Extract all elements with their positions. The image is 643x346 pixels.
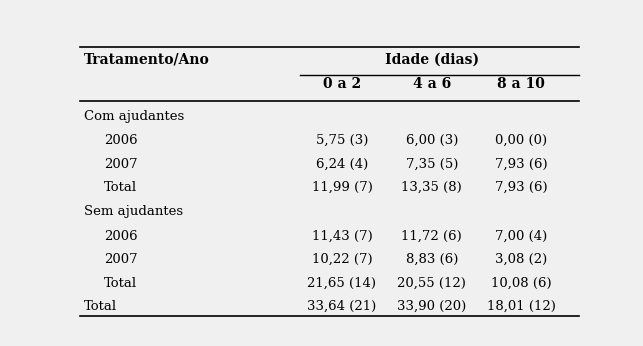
- Text: 21,65 (14): 21,65 (14): [307, 277, 377, 290]
- Text: 7,35 (5): 7,35 (5): [406, 157, 458, 171]
- Text: 7,93 (6): 7,93 (6): [495, 157, 548, 171]
- Text: 10,08 (6): 10,08 (6): [491, 277, 552, 290]
- Text: 5,75 (3): 5,75 (3): [316, 134, 368, 147]
- Text: Total: Total: [104, 181, 138, 194]
- Text: 0 a 2: 0 a 2: [323, 78, 361, 91]
- Text: 11,43 (7): 11,43 (7): [312, 230, 372, 243]
- Text: 2007: 2007: [104, 157, 138, 171]
- Text: 2006: 2006: [104, 134, 138, 147]
- Text: 10,22 (7): 10,22 (7): [312, 253, 372, 266]
- Text: 4 a 6: 4 a 6: [413, 78, 451, 91]
- Text: 3,08 (2): 3,08 (2): [495, 253, 548, 266]
- Text: Idade (dias): Idade (dias): [385, 52, 479, 66]
- Text: 6,00 (3): 6,00 (3): [406, 134, 458, 147]
- Text: 7,93 (6): 7,93 (6): [495, 181, 548, 194]
- Text: Total: Total: [84, 300, 118, 313]
- Text: 11,99 (7): 11,99 (7): [312, 181, 372, 194]
- Text: Sem ajudantes: Sem ajudantes: [84, 206, 183, 218]
- Text: Tratamento/Ano: Tratamento/Ano: [84, 52, 210, 66]
- Text: 20,55 (12): 20,55 (12): [397, 277, 466, 290]
- Text: 33,64 (21): 33,64 (21): [307, 300, 377, 313]
- Text: Com ajudantes: Com ajudantes: [84, 110, 185, 123]
- Text: 18,01 (12): 18,01 (12): [487, 300, 556, 313]
- Text: 8,83 (6): 8,83 (6): [406, 253, 458, 266]
- Text: 0,00 (0): 0,00 (0): [495, 134, 547, 147]
- Text: 6,24 (4): 6,24 (4): [316, 157, 368, 171]
- Text: 11,72 (6): 11,72 (6): [401, 230, 462, 243]
- Text: Total: Total: [104, 277, 138, 290]
- Text: 13,35 (8): 13,35 (8): [401, 181, 462, 194]
- Text: 8 a 10: 8 a 10: [498, 78, 545, 91]
- Text: 33,90 (20): 33,90 (20): [397, 300, 466, 313]
- Text: 2007: 2007: [104, 253, 138, 266]
- Text: 7,00 (4): 7,00 (4): [495, 230, 548, 243]
- Text: 2006: 2006: [104, 230, 138, 243]
